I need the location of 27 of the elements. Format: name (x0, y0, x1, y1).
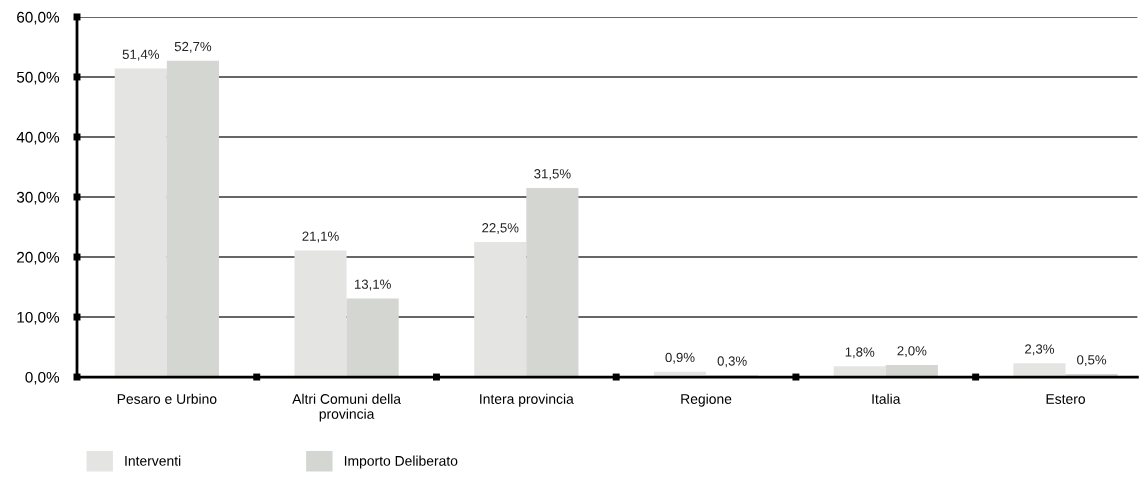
legend-label: Importo Deliberato (344, 455, 458, 469)
data-label: 21,1% (302, 231, 339, 243)
data-label: 0,9% (665, 352, 695, 364)
data-label: 52,7% (174, 41, 212, 53)
y-tick-label: 0,0% (25, 371, 60, 385)
x-tick-label: Regione (681, 393, 732, 407)
y-tick-label: 10,0% (17, 311, 60, 325)
y-tick-label: 50,0% (16, 71, 60, 85)
legend-label: Interventi (125, 455, 181, 466)
y-tick-label: 60,0% (17, 11, 60, 25)
data-label: 1,8% (845, 347, 875, 359)
data-label: 51,4% (122, 49, 160, 61)
x-tick-label: Altri Comuni della provincia (292, 393, 402, 422)
data-label: 31,5% (534, 169, 571, 180)
x-tick-label: Estero (1046, 394, 1085, 404)
x-tick-label: Italia (872, 393, 901, 404)
data-label: 22,5% (482, 223, 519, 235)
y-tick-label: 30,0% (16, 191, 60, 205)
data-label: 13,1% (354, 279, 391, 291)
y-tick-label: 20,0% (17, 251, 60, 265)
y-tick-label: 40,0% (16, 131, 60, 145)
x-tick-label: Pesaro e Urbino (117, 393, 217, 404)
data-label: 0,5% (1077, 355, 1107, 367)
data-label: 0,3% (717, 356, 747, 368)
data-label: 2,0% (897, 346, 927, 358)
data-label: 2,3% (1025, 344, 1055, 356)
x-tick-label: Intera provincia (480, 393, 574, 407)
